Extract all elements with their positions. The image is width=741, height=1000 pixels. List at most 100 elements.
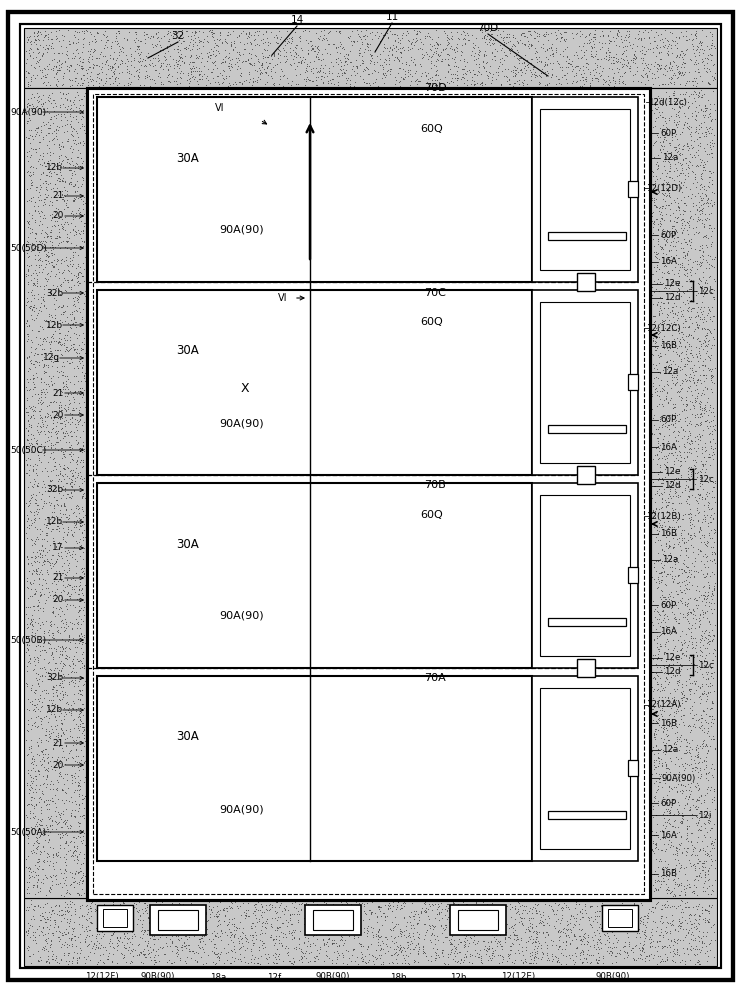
Point	[257, 940, 269, 956]
Point	[211, 893, 223, 909]
Point	[285, 931, 297, 947]
Point	[702, 230, 714, 246]
Point	[679, 700, 691, 716]
Point	[47, 867, 59, 883]
Point	[662, 340, 674, 356]
Point	[473, 59, 485, 75]
Point	[66, 165, 78, 181]
Point	[420, 904, 432, 920]
Point	[58, 924, 70, 940]
Point	[139, 922, 151, 938]
Point	[667, 792, 679, 808]
Point	[471, 914, 482, 930]
Point	[654, 532, 665, 548]
Point	[363, 952, 375, 968]
Point	[53, 189, 64, 205]
Point	[668, 139, 680, 155]
Point	[614, 945, 625, 961]
Point	[688, 946, 700, 962]
Point	[694, 519, 705, 535]
Point	[343, 30, 355, 46]
Point	[50, 854, 62, 870]
Point	[50, 717, 62, 733]
Point	[694, 780, 705, 796]
Point	[620, 42, 632, 58]
Point	[174, 950, 186, 966]
Point	[38, 155, 50, 171]
Point	[621, 925, 633, 941]
Point	[655, 751, 667, 767]
Point	[557, 48, 569, 64]
Point	[31, 544, 43, 560]
Point	[659, 58, 671, 74]
Point	[371, 928, 383, 944]
Point	[421, 922, 433, 938]
Point	[667, 766, 679, 782]
Point	[96, 61, 107, 77]
Point	[679, 886, 691, 902]
Point	[654, 712, 665, 728]
Point	[585, 954, 597, 970]
Point	[80, 22, 92, 38]
Point	[693, 426, 705, 442]
Point	[22, 938, 34, 954]
Point	[499, 52, 511, 68]
Point	[528, 66, 540, 82]
Point	[697, 609, 709, 625]
Point	[373, 921, 385, 937]
Point	[606, 924, 618, 940]
Point	[645, 938, 657, 954]
Point	[576, 72, 588, 88]
Point	[50, 314, 62, 330]
Point	[211, 909, 223, 925]
Point	[693, 754, 705, 770]
Point	[680, 732, 692, 748]
Point	[23, 143, 35, 159]
Point	[555, 26, 567, 42]
Point	[699, 154, 711, 170]
Point	[25, 272, 37, 288]
Point	[680, 28, 692, 44]
Point	[22, 822, 34, 838]
Point	[705, 384, 717, 400]
Point	[691, 339, 702, 355]
Point	[218, 902, 230, 918]
Point	[68, 664, 80, 680]
Point	[700, 759, 711, 775]
Point	[685, 775, 697, 791]
Point	[296, 42, 308, 58]
Point	[96, 55, 107, 71]
Point	[300, 895, 312, 911]
Point	[193, 40, 205, 56]
Point	[574, 945, 586, 961]
Point	[25, 284, 37, 300]
Point	[665, 913, 677, 929]
Point	[44, 494, 56, 510]
Point	[36, 370, 47, 386]
Point	[651, 231, 663, 247]
Point	[179, 33, 190, 49]
Point	[68, 293, 80, 309]
Point	[605, 906, 617, 922]
Point	[708, 816, 720, 832]
Point	[688, 171, 700, 187]
Point	[162, 23, 174, 39]
Point	[655, 953, 667, 969]
Point	[694, 475, 705, 491]
Point	[688, 656, 700, 672]
Point	[504, 76, 516, 92]
Point	[260, 65, 272, 81]
Point	[705, 568, 717, 584]
Point	[653, 440, 665, 456]
Point	[49, 92, 61, 108]
Point	[691, 406, 703, 422]
Point	[611, 934, 622, 950]
Point	[689, 54, 701, 70]
Point	[51, 172, 63, 188]
Point	[102, 904, 113, 920]
Point	[262, 49, 273, 65]
Point	[634, 910, 646, 926]
Point	[317, 932, 329, 948]
Point	[30, 816, 41, 832]
Point	[140, 58, 152, 74]
